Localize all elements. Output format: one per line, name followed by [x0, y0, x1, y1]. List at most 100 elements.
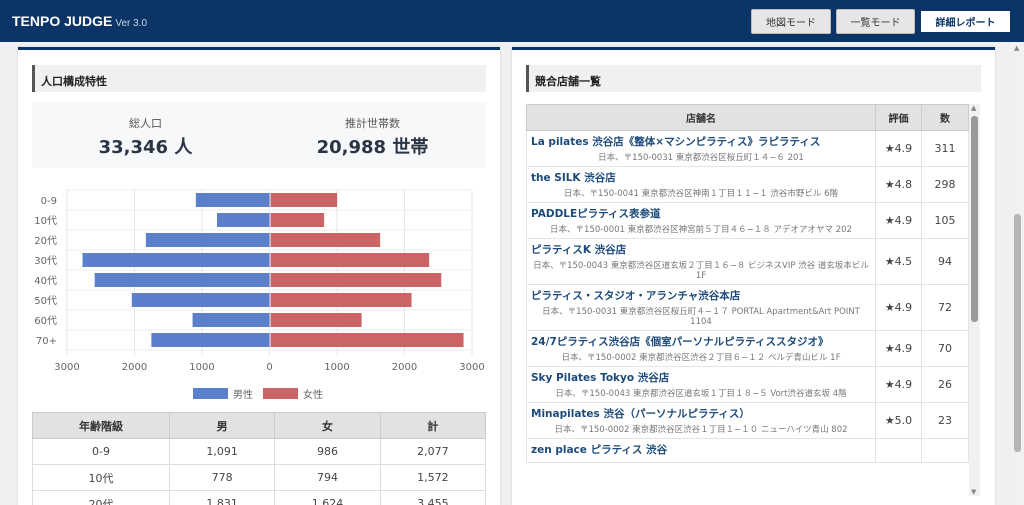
- cell: 794: [274, 464, 381, 491]
- rating-cell: ★4.9: [875, 130, 922, 167]
- legend-male-swatch: [193, 388, 228, 399]
- store-name-link[interactable]: ピラティスK 渋谷店: [531, 244, 627, 256]
- page-scrollbar-thumb[interactable]: [1014, 214, 1021, 452]
- population-pyramid-chart: 3000 2000 1000 0 1000 2000 3000 0-9 10代 20代 30代 40代…: [34, 189, 485, 401]
- table-scrollbar[interactable]: ▲ ▼: [969, 104, 980, 496]
- male-bar: [195, 193, 270, 207]
- store-name-link[interactable]: ピラティス・スタジオ・アランチャ渋谷本店: [531, 290, 741, 302]
- female-bar: [270, 313, 362, 327]
- table-row: 10代 778 794 1,572: [32, 464, 487, 491]
- store-address: 日本、〒150-0043 東京都渋谷区道玄坂１丁目１８−５ Vort渋谷道玄坂 …: [555, 389, 847, 399]
- competitor-row[interactable]: ピラティス・スタジオ・アランチャ渋谷本店 日本、〒150-0031 東京都渋谷区桜…: [526, 284, 969, 331]
- review-count-cell: 94: [921, 238, 969, 285]
- store-cell: Sky Pilates Tokyo 渋谷店日本、〒150-0043 東京都渋谷区…: [526, 366, 876, 403]
- competitor-row[interactable]: 24/7ピラティス渋谷店《個室パーソナルピラティススタジオ》日本、〒150-00…: [526, 330, 969, 367]
- legend-female-label: 女性: [303, 388, 323, 401]
- page-scroll-up-icon[interactable]: ▲: [1014, 44, 1020, 52]
- y-tick-label: 70+: [36, 336, 57, 347]
- store-name-link[interactable]: 24/7ピラティス渋谷店《個室パーソナルピラティススタジオ》: [531, 336, 829, 348]
- competitor-row[interactable]: the SILK 渋谷店 日本、〒150-0041 東京都渋谷区神南１丁目１１−１…: [526, 166, 969, 203]
- female-bar: [270, 213, 325, 227]
- page-scrollbar[interactable]: ▲: [1011, 42, 1024, 505]
- competitor-row[interactable]: ピラティスK 渋谷店 日本、〒150-0043 東京都渋谷区道玄坂２丁目１６−８ …: [526, 238, 969, 285]
- female-bar: [270, 273, 442, 287]
- cell: 20代: [32, 490, 170, 505]
- review-count-cell: [921, 438, 969, 463]
- col-female: 女: [274, 412, 381, 439]
- competitor-row[interactable]: PADDLEピラティス表参道 日本、〒150-0001 東京都渋谷区神宮前５丁目４…: [526, 202, 969, 239]
- total-population-value: 33,346 人: [98, 137, 193, 158]
- store-address: 日本、〒150-0002 東京都渋谷区渋谷２丁目６−１２ ベルデ青山ビル 1F: [561, 353, 841, 363]
- review-count-cell: 311: [921, 130, 969, 167]
- store-cell: Minapilates 渋谷（パーソナルピラティス） 日本、〒150-0002 東…: [526, 402, 876, 439]
- rating-cell: ★5.0: [875, 402, 922, 439]
- population-summary: 総人口 33,346 人 推計世帯数 20,988 世帯: [32, 102, 486, 168]
- store-cell: La pilates 渋谷店《整体×マシンピラティス》ラピラティス日本、〒150…: [526, 130, 876, 167]
- competitor-table: 店舗名 評価 数 La pilates 渋谷店《整体×マシンピラティス》ラピラテ…: [526, 104, 969, 463]
- rating-cell: ★4.9: [875, 330, 922, 367]
- female-bar: [270, 253, 430, 267]
- store-cell: 24/7ピラティス渋谷店《個室パーソナルピラティススタジオ》日本、〒150-00…: [526, 330, 876, 367]
- store-name-link[interactable]: Minapilates 渋谷（パーソナルピラティス）: [531, 408, 750, 420]
- households-label: 推計世帯数: [345, 117, 400, 130]
- store-name-link[interactable]: zen place ピラティス 渋谷: [531, 444, 668, 456]
- store-cell: PADDLEピラティス表参道 日本、〒150-0001 東京都渋谷区神宮前５丁目４…: [526, 202, 876, 239]
- rating-cell: ★4.9: [875, 366, 922, 403]
- review-count-cell: 298: [921, 166, 969, 203]
- legend-female-swatch: [263, 388, 298, 399]
- map-mode-button[interactable]: 地図モード: [751, 9, 831, 34]
- table-row: 0-9 1,091 986 2,077: [32, 438, 487, 465]
- population-panel: 人口構成特性 総人口 33,346 人 推計世帯数 20,988 世帯 3000 20…: [18, 47, 500, 505]
- x-tick-label: 2000: [122, 362, 147, 373]
- table-row: 20代 1,831 1,624 3,455: [32, 490, 487, 505]
- population-title: 人口構成特性: [32, 65, 486, 92]
- female-bar: [270, 333, 464, 347]
- y-tick-label: 20代: [34, 235, 57, 247]
- male-bar: [131, 293, 270, 307]
- competitors-title: 競合店舗一覧: [526, 65, 981, 92]
- scroll-up-icon[interactable]: ▲: [971, 104, 977, 112]
- col-rating: 評価: [875, 104, 922, 131]
- cell: 1,831: [168, 490, 276, 505]
- y-tick-label: 10代: [34, 215, 57, 227]
- legend-male-label: 男性: [233, 388, 253, 401]
- table-scrollbar-thumb[interactable]: [971, 116, 978, 322]
- competitor-row[interactable]: Minapilates 渋谷（パーソナルピラティス） 日本、〒150-0002 東…: [526, 402, 969, 439]
- cell: 986: [274, 438, 381, 465]
- y-tick-label: 40代: [34, 275, 57, 287]
- list-mode-button[interactable]: 一覧モード: [836, 9, 915, 34]
- store-cell: the SILK 渋谷店 日本、〒150-0041 東京都渋谷区神南１丁目１１−１…: [526, 166, 876, 203]
- cell: 1,091: [168, 438, 276, 465]
- store-name-link[interactable]: PADDLEピラティス表参道: [531, 208, 661, 220]
- female-bar: [270, 233, 381, 247]
- brand-name: TENPO JUDGE: [12, 13, 113, 29]
- detail-report-button[interactable]: 詳細レポート: [919, 9, 1012, 34]
- rating-cell: ★4.9: [875, 284, 922, 331]
- store-name-link[interactable]: La pilates 渋谷店《整体×マシンピラティス》ラピラティス: [531, 136, 821, 148]
- competitor-row[interactable]: La pilates 渋谷店《整体×マシンピラティス》ラピラティス日本、〒150…: [526, 130, 969, 167]
- cell: 778: [168, 464, 276, 491]
- store-name-link[interactable]: the SILK 渋谷店: [531, 172, 616, 184]
- app-header: TENPO JUDGE Ver 3.0 地図モード 一覧モード 詳細レポート: [0, 0, 1024, 42]
- female-bar: [270, 193, 338, 207]
- age-table: 年齢階級 男 女 計 0-9 1,091 986 2,077 10代 778 794 1,5…: [32, 412, 487, 505]
- rating-cell: [875, 438, 922, 463]
- male-bar: [82, 253, 270, 267]
- col-store-name: 店舗名: [526, 104, 876, 131]
- competitor-row[interactable]: zen place ピラティス 渋谷: [526, 438, 969, 463]
- rating-cell: ★4.9: [875, 202, 922, 239]
- y-tick-label: 50代: [34, 295, 57, 307]
- y-tick-label: 0-9: [41, 196, 57, 207]
- store-cell: ピラティス・スタジオ・アランチャ渋谷本店 日本、〒150-0031 東京都渋谷区桜…: [526, 284, 876, 331]
- competitor-row[interactable]: Sky Pilates Tokyo 渋谷店日本、〒150-0043 東京都渋谷区…: [526, 366, 969, 403]
- col-age: 年齢階級: [32, 412, 170, 439]
- store-name-link[interactable]: Sky Pilates Tokyo 渋谷店: [531, 372, 670, 384]
- review-count-cell: 23: [921, 402, 969, 439]
- female-bar: [270, 293, 412, 307]
- x-tick-label: 0: [266, 362, 272, 373]
- x-tick-label: 2000: [392, 362, 417, 373]
- store-address: 日本、〒150-0031 東京都渋谷区桜丘町１４−６ 201: [598, 153, 804, 163]
- version-label: Ver 3.0: [115, 18, 148, 29]
- scroll-down-icon[interactable]: ▼: [971, 488, 977, 496]
- rating-cell: ★4.8: [875, 166, 922, 203]
